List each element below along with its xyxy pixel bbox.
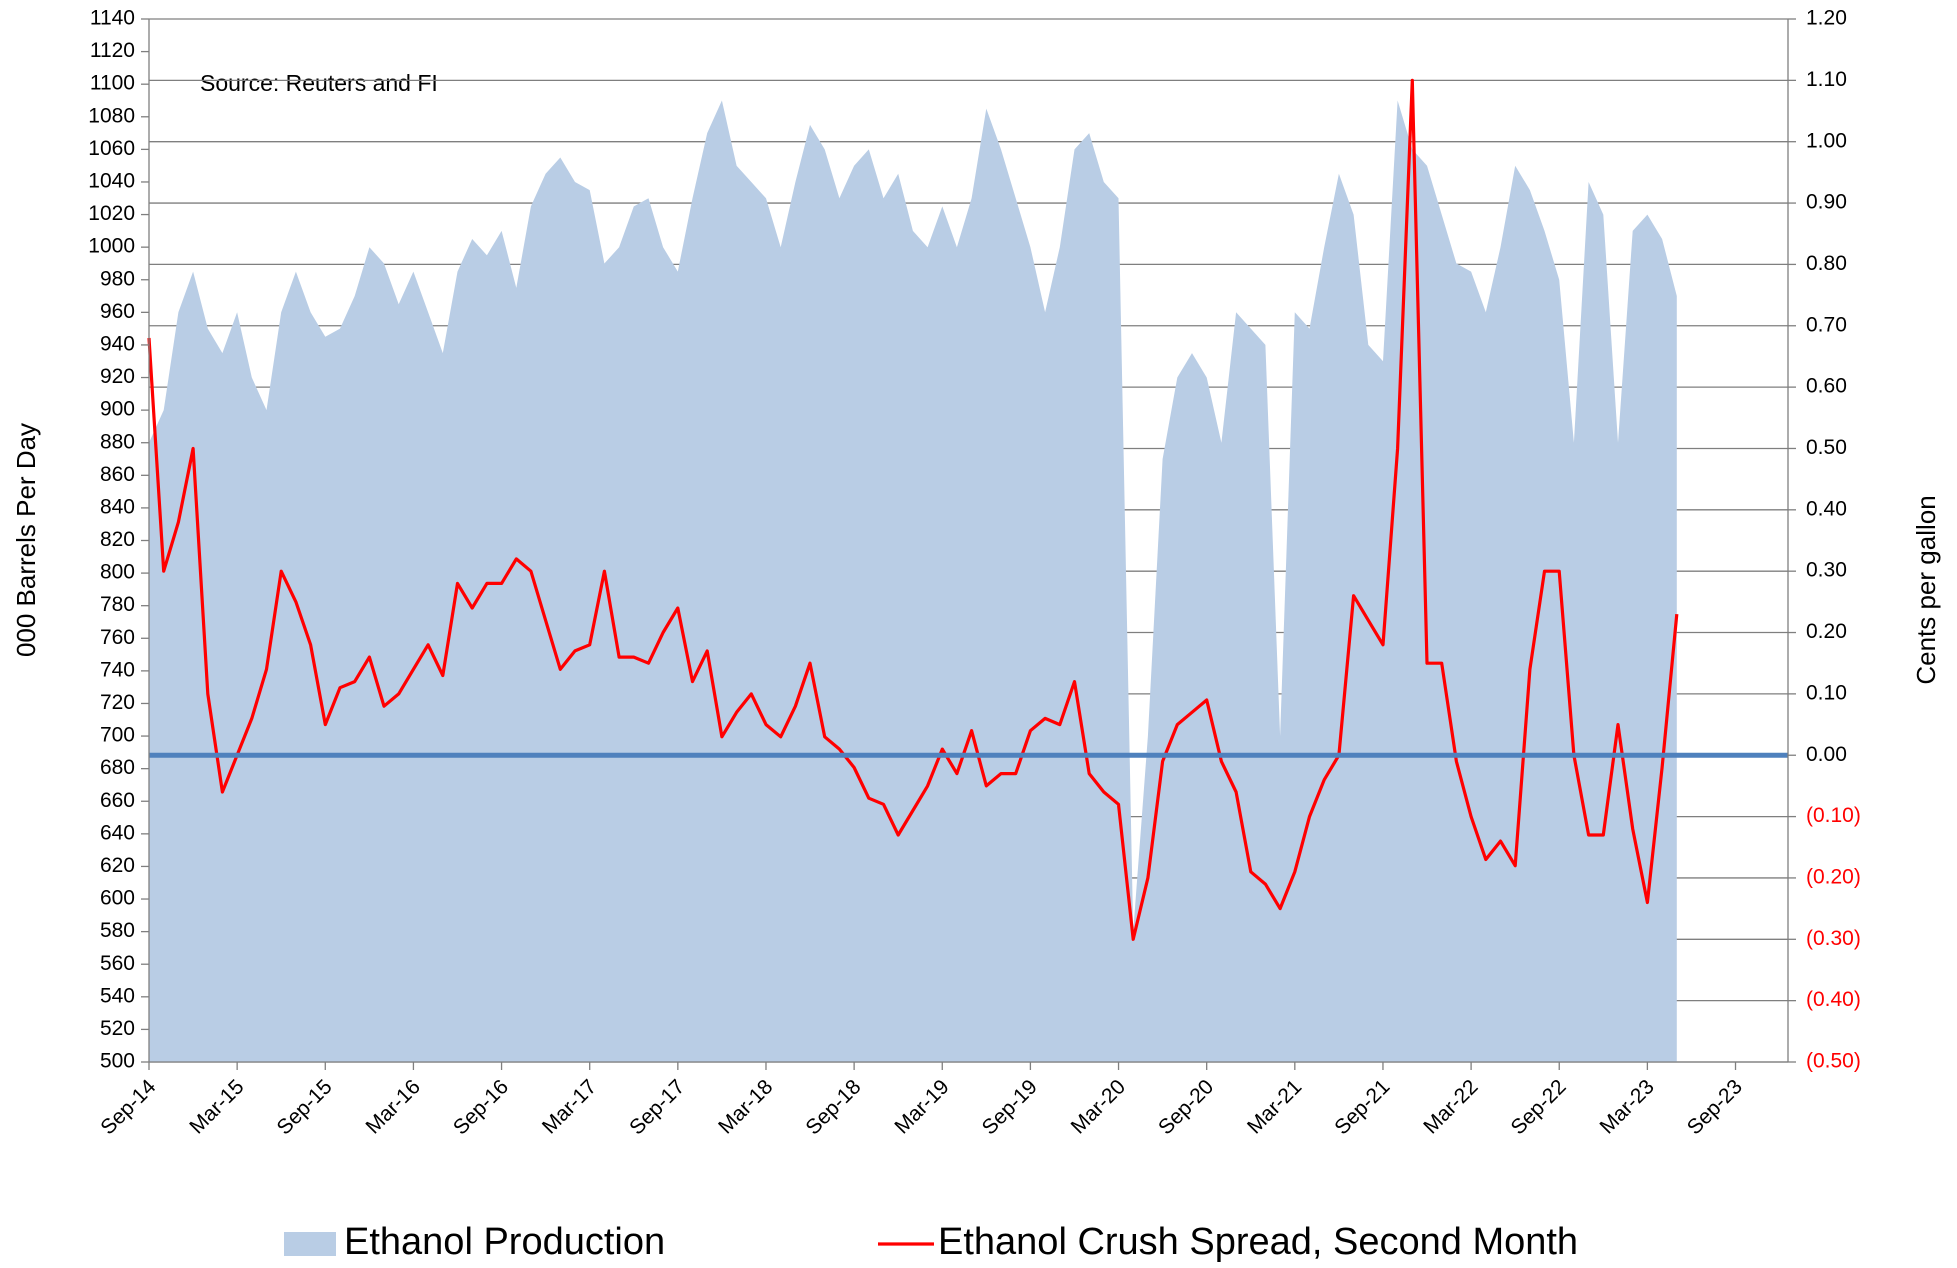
y2-tick-label: (0.40) [1806,988,1861,1011]
y-tick-label: 640 [100,821,135,844]
y-tick-label: 680 [100,756,135,779]
x-tick-label: Mar-20 [1067,1075,1130,1138]
annotation: Source: Reuters and FI [200,70,438,96]
y-tick-label: 900 [100,398,135,421]
x-tick-label: Mar-23 [1596,1075,1659,1138]
x-tick-label: Sep-23 [1683,1075,1747,1139]
y2-tick-label: (0.50) [1806,1050,1861,1073]
y2-tick-label: 0.80 [1806,252,1847,275]
x-tick-label: Mar-19 [890,1075,953,1138]
y-tick-label: 760 [100,626,135,649]
y-tick-label: 700 [100,724,135,747]
y-tick-label: 920 [100,365,135,388]
y-tick-label: 880 [100,430,135,453]
y-tick-label: 820 [100,528,135,551]
y-tick-label: 1040 [88,170,135,193]
y-tick-label: 940 [100,332,135,355]
y2-tick-label: 0.20 [1806,620,1847,643]
x-tick-label: Sep-17 [625,1075,689,1139]
y-tick-label: 860 [100,463,135,486]
x-tick-label: Sep-15 [273,1075,337,1139]
x-tick-label: Sep-20 [1154,1075,1218,1139]
y-tick-label: 1140 [90,7,135,30]
x-tick-label: Mar-18 [714,1075,777,1138]
y2-tick-label: 0.30 [1806,559,1847,582]
y-tick-label: 800 [100,561,135,584]
x-tick-label: Mar-15 [185,1075,248,1138]
y2-tick-label: 1.10 [1806,68,1847,91]
y-tick-label: 740 [100,658,135,681]
y2-tick-label: (0.30) [1806,927,1861,950]
legend: Ethanol Production Ethanol Crush Spread, … [284,1221,1578,1263]
y-tick-label: 560 [100,952,135,975]
area [149,100,1677,1062]
x-tick-label: Mar-21 [1243,1075,1306,1138]
y2-tick-label: 0.40 [1806,497,1847,520]
y2-tick-label: (0.20) [1806,865,1861,888]
y2-tick-label: 0.50 [1806,436,1847,459]
x-tick-label: Sep-21 [1330,1075,1394,1139]
y-tick-label: 1020 [88,202,135,225]
y2-tick-label: 0.10 [1806,681,1847,704]
legend-label: Ethanol Crush Spread, Second Month [938,1221,1578,1263]
x-tick-label: Mar-17 [538,1075,601,1138]
legend-label: Ethanol Production [344,1221,665,1263]
y-tick-label: 520 [100,1017,135,1040]
x-tick-label: Sep-22 [1507,1075,1571,1139]
x-tick-label: Mar-22 [1419,1075,1482,1138]
y2-tick-label: (0.10) [1806,804,1861,827]
y-tick-label: 840 [100,495,135,518]
y-tick-label: 1000 [88,235,135,258]
x-tick-label: Sep-14 [96,1075,160,1139]
x-tick-label: Sep-18 [801,1075,865,1139]
line [147,78,1679,941]
y-tick-label: 960 [100,300,135,323]
y2-tick-label: 1.20 [1806,7,1847,30]
x-tick-label: Mar-16 [362,1075,425,1138]
lines [147,78,1788,941]
y-tick-label: 720 [100,691,135,714]
y-tick-label: 580 [100,919,135,942]
y-tick-label: 620 [100,854,135,877]
y2-axis-label: Cents per gallon [1911,495,1941,684]
y-tick-label: 540 [100,984,135,1007]
legend-swatch [284,1232,336,1256]
areas [149,100,1677,1062]
y-tick-label: 780 [100,593,135,616]
y2-tick-label: 0.90 [1806,191,1847,214]
y-tick-label: 1100 [90,72,135,95]
y-tick-label: 1060 [88,137,135,160]
y-tick-label: 980 [100,267,135,290]
x-tick-label: Sep-19 [978,1075,1042,1139]
y-tick-label: 500 [100,1050,135,1073]
y-tick-label: 600 [100,887,135,910]
y-tick-label: 660 [100,789,135,812]
y2-tick-label: 0.60 [1806,375,1847,398]
x-tick-label: Sep-16 [449,1075,513,1139]
y2-tick-label: 1.00 [1806,129,1847,152]
y-axis-label: 000 Barrels Per Day [11,423,41,657]
y2-tick-label: 0.00 [1806,743,1847,766]
y-tick-label: 1080 [88,104,135,127]
y2-tick-label: 0.70 [1806,313,1847,336]
y-tick-label: 1120 [90,39,135,62]
